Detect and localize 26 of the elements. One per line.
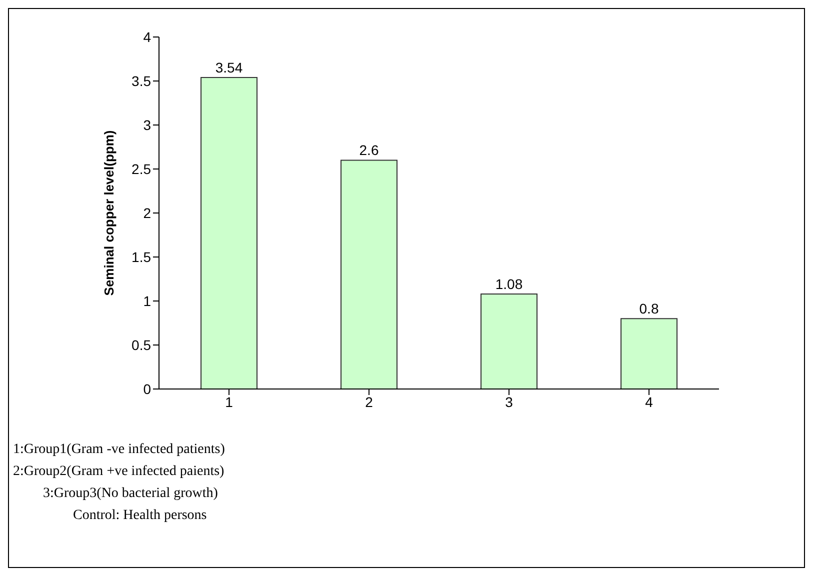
- y-tick-label: 3: [143, 116, 152, 133]
- y-tick-label: 0: [143, 380, 152, 397]
- y-tick-label: 2.5: [132, 160, 152, 177]
- y-tick-label: 2: [143, 204, 152, 221]
- text: 3:Group3(No bacterial growth): [42, 485, 219, 503]
- data-label: 3.54: [215, 59, 243, 76]
- y-axis-title: Seminal copper level(ppm): [102, 130, 117, 296]
- bar: [340, 160, 398, 389]
- y-tick-label: 1: [143, 292, 152, 309]
- bar: [620, 318, 678, 389]
- text: Control: Health persons: [72, 507, 208, 525]
- bar: [200, 76, 258, 389]
- x-tick-label: 4: [645, 394, 654, 410]
- y-tick-label: 4: [143, 28, 152, 45]
- x-tick-label: 1: [225, 394, 234, 410]
- bar: [480, 293, 538, 389]
- x-tick-label: 3: [505, 394, 514, 410]
- y-tick-label: 0.5: [132, 336, 152, 353]
- text: 1:Group1(Gram -ve infected patients): [13, 441, 225, 459]
- y-tick-label: 1.5: [132, 248, 152, 265]
- x-tick-label: 2: [365, 394, 374, 410]
- text: 2:Group2(Gram +ve infected paients): [13, 463, 225, 481]
- data-label: 0.8: [639, 300, 659, 317]
- y-tick-label: 3.5: [132, 72, 152, 89]
- data-label: 1.08: [495, 276, 523, 292]
- data-label: 2.6: [359, 142, 379, 158]
